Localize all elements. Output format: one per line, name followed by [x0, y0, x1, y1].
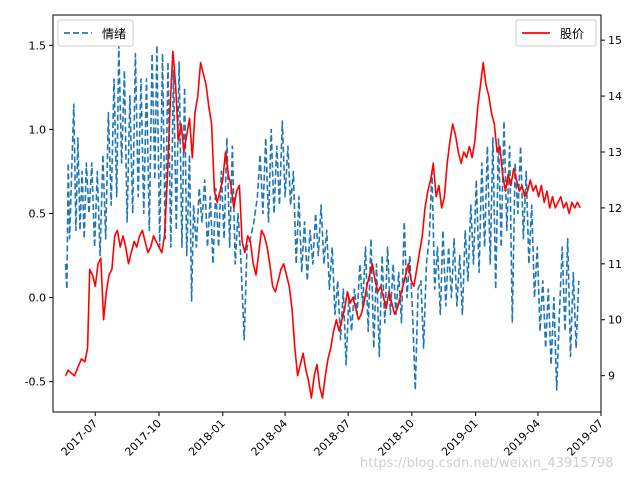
- left-y-tick-label: 0.5: [29, 208, 47, 221]
- right-y-tick-label: 15: [608, 34, 622, 47]
- left-y-tick-label: 1.0: [29, 123, 47, 136]
- legend-price: 股价: [515, 19, 597, 47]
- right-y-tick-label: 11: [608, 258, 622, 271]
- legend-sentiment: 情绪: [57, 19, 134, 47]
- right-y-tick-label: 12: [608, 202, 622, 215]
- legend-price-label: 股价: [560, 27, 584, 41]
- right-y-tick-label: 13: [608, 146, 622, 159]
- legend-sentiment-label: 情绪: [102, 27, 126, 41]
- watermark-text: https://blog.csdn.net/weixin_43915798: [360, 456, 614, 471]
- series-layer: [64, 44, 581, 399]
- legend-price-box: [515, 19, 597, 47]
- left-y-tick-label: -0.5: [25, 376, 46, 389]
- series-line-sentiment: [64, 44, 580, 391]
- left-y-tick-label: 0.0: [29, 292, 47, 305]
- right-y-axis: 9 10 11 12 13 14 15: [601, 34, 622, 383]
- right-y-tick-label: 9: [608, 370, 615, 383]
- left-y-axis: -0.5 0.0 0.5 1.0 1.5: [25, 39, 53, 389]
- left-y-tick-label: 1.5: [29, 39, 47, 52]
- series-line-price: [64, 50, 581, 399]
- legend-sentiment-box: [57, 19, 134, 47]
- right-y-tick-label: 10: [608, 314, 622, 327]
- right-y-tick-label: 14: [608, 90, 622, 103]
